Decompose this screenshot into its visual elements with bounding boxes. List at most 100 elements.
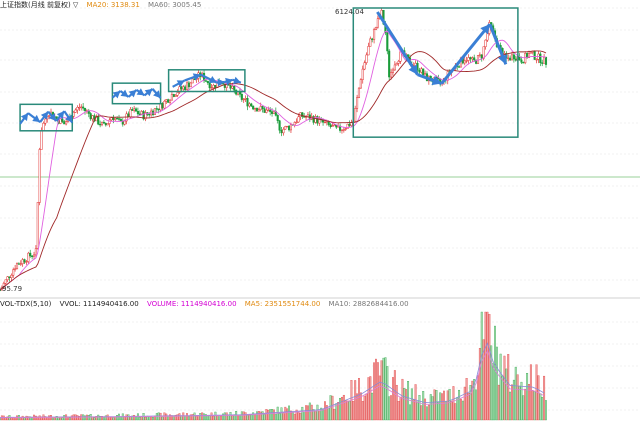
volume-bar (484, 311, 487, 421)
volume-bar (244, 412, 247, 421)
candle-body (475, 59, 478, 64)
volume-bar (537, 375, 540, 421)
volume-bar (250, 414, 253, 421)
vol-indicator-name[interactable]: VOL-TDX(5,10) (0, 300, 52, 308)
volume-bar (269, 409, 272, 421)
candle-body (295, 121, 298, 124)
volume-bar (324, 401, 326, 421)
volume-bar (125, 414, 128, 421)
volume-bar (255, 411, 258, 421)
volume-bar (505, 368, 508, 421)
candle-body (263, 108, 266, 113)
volume-bar (297, 412, 300, 421)
candle-body (512, 54, 515, 60)
candle-body (261, 106, 264, 109)
trend-arrow-head (176, 80, 185, 88)
volume-bar (371, 392, 374, 421)
candle-body (161, 103, 164, 109)
volume-bar (380, 360, 383, 421)
candle-body (189, 82, 192, 88)
candle-body (80, 106, 83, 108)
candle-body (289, 124, 292, 131)
volume-bar (386, 366, 389, 421)
volume-bar (248, 414, 251, 421)
ma20-line (0, 30, 547, 291)
candle-body (144, 112, 147, 120)
candle-body (543, 57, 546, 64)
candle-body (204, 80, 207, 82)
volume-bar (375, 358, 377, 421)
candle-body (346, 123, 349, 129)
volume-bar (409, 404, 411, 421)
candle-body (486, 33, 489, 41)
candle-body (29, 252, 32, 257)
volume-bar (178, 413, 181, 421)
volume-bar (325, 405, 328, 421)
candle-body (40, 130, 43, 150)
trend-arrow-head (233, 76, 241, 84)
volume-bar (186, 413, 188, 421)
trend-arrow-head (20, 113, 29, 122)
volume-bar (346, 400, 349, 421)
candle-body (231, 85, 234, 89)
index-title[interactable]: 上证指数(月线 前复权) ▽ (0, 1, 79, 9)
volume-bar (312, 409, 315, 421)
ma5-value: MA5: 2351551744.00 (244, 300, 321, 308)
volume-bar (359, 392, 362, 421)
trend-arrow-head (408, 64, 418, 75)
volume-bar (441, 393, 444, 421)
volume-bar (221, 413, 224, 421)
candle-body (131, 109, 134, 111)
volume-bar (465, 378, 468, 421)
volume-bar (418, 395, 421, 421)
volume-bar (541, 397, 544, 421)
volume-bar (21, 415, 24, 421)
volume-bar (95, 416, 98, 421)
volume-bar (280, 407, 283, 421)
volume-bar (452, 386, 455, 421)
candle-body (4, 279, 7, 284)
volume-bar (165, 413, 168, 421)
consolidation-box (167, 69, 246, 93)
candle-body (480, 54, 483, 59)
volume-bar (133, 415, 136, 421)
candle-body (155, 108, 158, 110)
candle-body (163, 100, 166, 109)
candle-body (76, 107, 79, 111)
trend-arrow-head (497, 54, 508, 65)
volume-bar (91, 416, 94, 421)
candle-body (244, 98, 247, 100)
volume-bar (23, 417, 26, 421)
candle-body (25, 261, 28, 263)
volume-bar (106, 414, 109, 421)
volume-bar (390, 395, 393, 421)
volume-bar (512, 379, 515, 421)
volume-bar (511, 384, 513, 421)
volume-bar (499, 353, 502, 421)
volume-bar (27, 416, 30, 421)
volume-bar (99, 416, 102, 421)
volume-bar (240, 411, 243, 421)
volume-ma10-line (0, 349, 545, 419)
volume-bar (490, 345, 493, 421)
volume-bar (229, 412, 232, 421)
volume-bar (431, 396, 434, 421)
candle-body (23, 259, 26, 263)
ma60-line (0, 50, 547, 291)
candle-body (272, 111, 275, 114)
volume-bar (174, 414, 177, 421)
volume-bar (399, 396, 402, 421)
candle-body (208, 82, 211, 89)
trend-arrow-head (225, 77, 233, 86)
candle-body (42, 122, 45, 132)
volume-bar (450, 400, 453, 421)
price-legend: 上证指数(月线 前复权) ▽ MA20: 3138.31 MA60: 3005.… (0, 1, 207, 10)
volume-bar (348, 400, 351, 421)
candle-body (361, 68, 364, 80)
volume-bar (539, 393, 542, 421)
candle-body (522, 62, 525, 64)
volume-bar (231, 415, 234, 421)
candle-body (373, 29, 376, 40)
candle-body (484, 39, 487, 48)
volume-bar (272, 409, 275, 421)
